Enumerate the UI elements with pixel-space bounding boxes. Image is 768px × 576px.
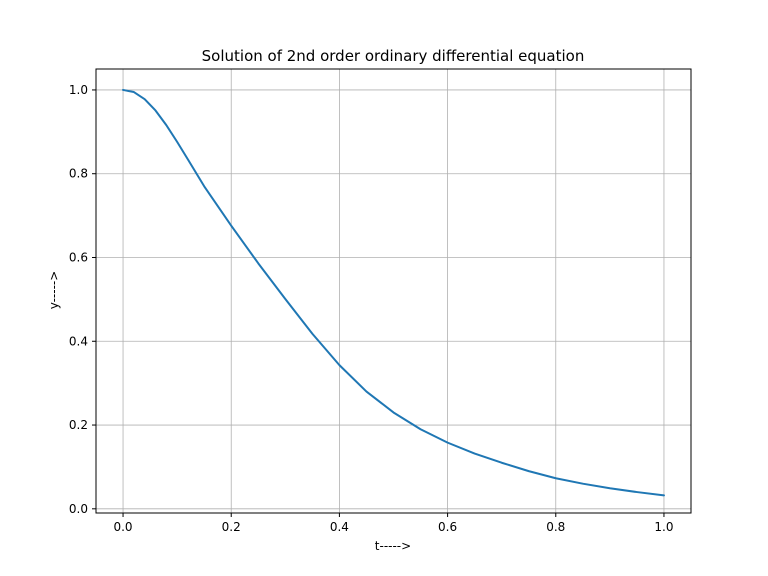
y-tick-label: 0.2: [69, 418, 88, 432]
y-tick-label: 0.4: [69, 334, 88, 348]
x-tick-label: 0.2: [222, 520, 241, 534]
x-ticks: 0.0 0.2 0.4 0.6 0.8 1.0: [113, 513, 674, 534]
y-tick-label: 1.0: [69, 83, 88, 97]
x-tick-label: 0.0: [113, 520, 132, 534]
x-axis-label: t----->: [375, 539, 411, 553]
x-tick-label: 0.4: [330, 520, 349, 534]
series-line: [122, 88, 665, 497]
grid: [96, 69, 691, 513]
y-tick-label: 0.6: [69, 250, 88, 264]
y-tick-label: 0.8: [69, 167, 88, 181]
y-ticks: 0.0 0.2 0.4 0.6 0.8 1.0: [69, 83, 96, 516]
chart-title: Solution of 2nd order ordinary different…: [202, 47, 585, 65]
x-tick-label: 0.6: [438, 520, 457, 534]
x-tick-label: 1.0: [654, 520, 673, 534]
plot-frame: [95, 68, 692, 514]
y-tick-label: 0.0: [69, 502, 88, 516]
x-tick-label: 0.8: [546, 520, 565, 534]
y-axis-label: y----->: [47, 271, 61, 310]
